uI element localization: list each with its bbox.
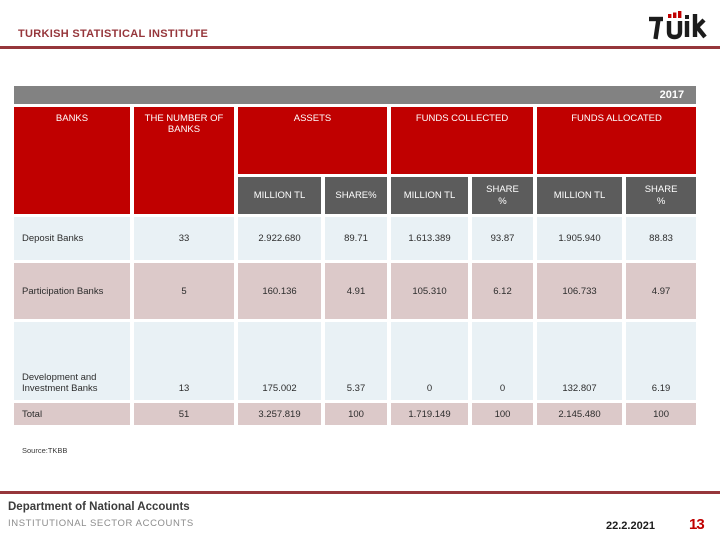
cell-allocated-tl: 132.807 — [537, 322, 622, 400]
cell-allocated-tl: 2.145.480 — [537, 403, 622, 425]
header-divider-line — [0, 46, 720, 49]
cell-collected-tl: 0 — [391, 322, 468, 400]
row-label: Deposit Banks — [14, 217, 130, 260]
cell-assets-tl: 175.002 — [238, 322, 321, 400]
footer-divider-line — [0, 491, 720, 494]
cell-collected-share: 93.87 — [472, 217, 533, 260]
institute-title: TURKISH STATISTICAL INSTITUTE — [18, 28, 209, 40]
banks-statistics-table: 2017 BANKS THE NUMBER OF BANKS ASSETS FU… — [10, 83, 700, 428]
cell-number-of-banks: 13 — [134, 322, 234, 400]
subheader-allocated-share: SHARE % — [626, 177, 697, 214]
col-header-assets: ASSETS — [238, 107, 387, 174]
slide-date: 22.2.2021 — [606, 520, 655, 532]
col-header-funds-allocated: FUNDS ALLOCATED — [537, 107, 697, 174]
subheader-collected-share: SHARE % — [472, 177, 533, 214]
table-row-development-investment-banks: Development and Investment Banks 13 175.… — [14, 322, 697, 400]
cell-allocated-tl: 1.905.940 — [537, 217, 622, 260]
cell-collected-share: 100 — [472, 403, 533, 425]
cell-number-of-banks: 5 — [134, 263, 234, 319]
cell-allocated-share: 4.97 — [626, 263, 697, 319]
cell-assets-tl: 3.257.819 — [238, 403, 321, 425]
col-header-funds-collected: FUNDS COLLECTED — [391, 107, 533, 174]
tuik-logo — [646, 10, 714, 42]
cell-allocated-share: 88.83 — [626, 217, 697, 260]
subheader-allocated-million-tl: MILLION TL — [537, 177, 622, 214]
cell-assets-tl: 160.136 — [238, 263, 321, 319]
subheader-collected-million-tl: MILLION TL — [391, 177, 468, 214]
cell-assets-share: 4.91 — [325, 263, 387, 319]
row-label: Development and Investment Banks — [14, 322, 130, 400]
table-row-deposit-banks: Deposit Banks 33 2.922.680 89.71 1.613.3… — [14, 217, 697, 260]
cell-assets-share: 5.37 — [325, 322, 387, 400]
page-number: 13 — [689, 516, 705, 533]
subheader-assets-share: SHARE% — [325, 177, 387, 214]
cell-allocated-share: 100 — [626, 403, 697, 425]
tuik-logo-icon — [649, 11, 707, 40]
subheader-assets-million-tl: MILLION TL — [238, 177, 321, 214]
col-header-banks: BANKS — [14, 107, 130, 214]
cell-assets-share: 89.71 — [325, 217, 387, 260]
cell-collected-share: 0 — [472, 322, 533, 400]
section-title: INSTITUTIONAL SECTOR ACCOUNTS — [8, 518, 194, 529]
cell-assets-share: 100 — [325, 403, 387, 425]
cell-collected-tl: 1.613.389 — [391, 217, 468, 260]
cell-allocated-share: 6.19 — [626, 322, 697, 400]
cell-allocated-tl: 106.733 — [537, 263, 622, 319]
table-row-total: Total 51 3.257.819 100 1.719.149 100 2.1… — [14, 403, 697, 425]
cell-collected-tl: 1.719.149 — [391, 403, 468, 425]
cell-collected-tl: 105.310 — [391, 263, 468, 319]
cell-number-of-banks: 51 — [134, 403, 234, 425]
table-row-participation-banks: Participation Banks 5 160.136 4.91 105.3… — [14, 263, 697, 319]
row-label: Total — [14, 403, 130, 425]
department-title: Department of National Accounts — [8, 501, 190, 513]
source-note: Source:TKBB — [22, 446, 68, 455]
cell-assets-tl: 2.922.680 — [238, 217, 321, 260]
row-label: Participation Banks — [14, 263, 130, 319]
cell-number-of-banks: 33 — [134, 217, 234, 260]
cell-collected-share: 6.12 — [472, 263, 533, 319]
year-bar: 2017 — [14, 86, 697, 104]
col-header-number-of-banks: THE NUMBER OF BANKS — [134, 107, 234, 214]
